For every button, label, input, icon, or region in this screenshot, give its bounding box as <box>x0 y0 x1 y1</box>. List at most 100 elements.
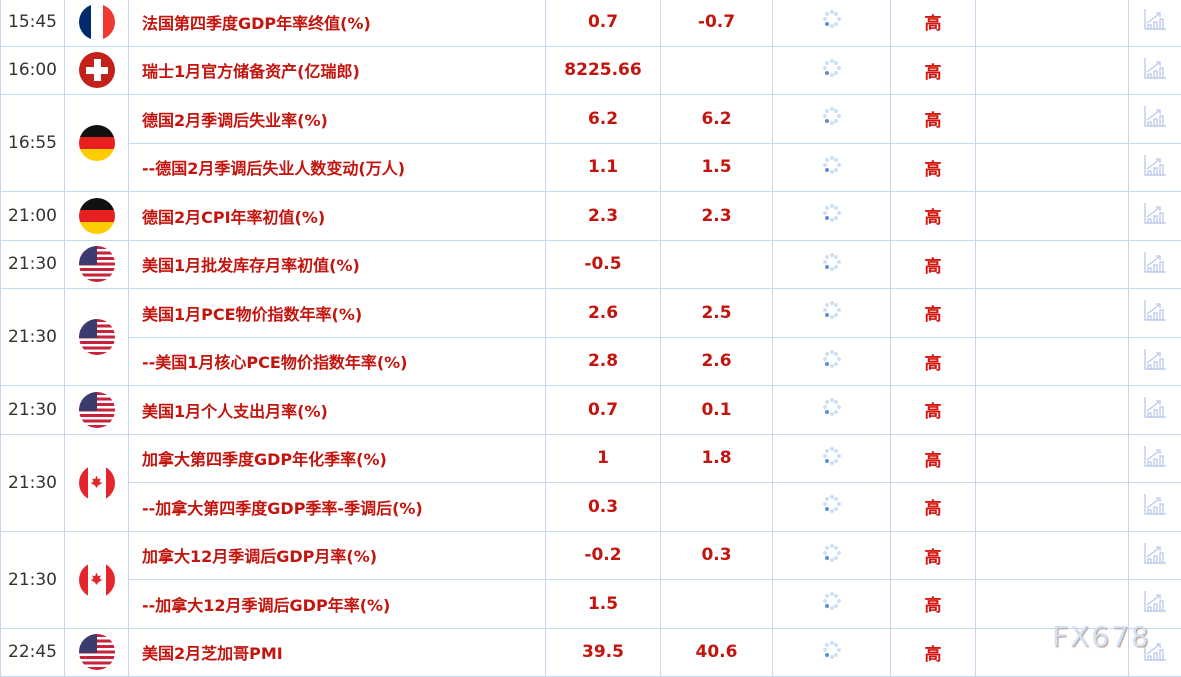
event-name[interactable]: 美国1月批发库存月率初值(%) <box>129 240 546 289</box>
importance: 高 <box>891 483 976 532</box>
chart-button[interactable] <box>1129 95 1181 144</box>
importance: 高 <box>891 434 976 483</box>
importance: 高 <box>891 531 976 580</box>
event-name[interactable]: 美国2月芝加哥PMI <box>129 628 546 677</box>
actual-value: 2.8 <box>546 337 661 386</box>
chart-icon[interactable] <box>1143 348 1167 370</box>
forecast-value <box>661 240 773 289</box>
chart-button[interactable] <box>1129 0 1181 46</box>
loading-icon <box>822 543 842 563</box>
loading-icon <box>822 155 842 175</box>
importance: 高 <box>891 240 976 289</box>
loading-icon <box>822 591 842 611</box>
forecast-value: 1.8 <box>661 434 773 483</box>
chart-button[interactable] <box>1129 386 1181 435</box>
chart-button[interactable] <box>1129 143 1181 192</box>
actual-value: -0.2 <box>546 531 661 580</box>
importance: 高 <box>891 0 976 46</box>
event-name[interactable]: --加拿大第四季度GDP季率-季调后(%) <box>129 483 546 532</box>
loading-icon <box>822 494 842 514</box>
chart-button[interactable] <box>1129 46 1181 95</box>
flag-usa-icon <box>79 319 115 355</box>
event-time: 21:30 <box>1 531 65 628</box>
forecast-value <box>661 580 773 629</box>
chart-button[interactable] <box>1129 337 1181 386</box>
forecast-value: 2.3 <box>661 192 773 241</box>
event-name[interactable]: 美国1月PCE物价指数年率(%) <box>129 289 546 338</box>
actual-value: 1.1 <box>546 143 661 192</box>
chart-icon[interactable] <box>1143 299 1167 321</box>
flag-usa-icon <box>79 634 115 670</box>
importance: 高 <box>891 143 976 192</box>
flag-france-icon <box>79 4 115 40</box>
flag-canada-icon <box>79 465 115 501</box>
chart-icon[interactable] <box>1143 396 1167 418</box>
chart-icon[interactable] <box>1143 57 1167 79</box>
forecast-value <box>661 46 773 95</box>
event-time: 15:45 <box>1 0 65 46</box>
loading-icon <box>822 640 842 660</box>
chart-icon[interactable] <box>1143 542 1167 564</box>
chart-icon[interactable] <box>1143 105 1167 127</box>
flag-germany-icon <box>79 198 115 234</box>
event-name[interactable]: --德国2月季调后失业人数变动(万人) <box>129 143 546 192</box>
chart-icon[interactable] <box>1143 8 1167 30</box>
event-name[interactable]: --美国1月核心PCE物价指数年率(%) <box>129 337 546 386</box>
event-name[interactable]: 加拿大12月季调后GDP月率(%) <box>129 531 546 580</box>
chart-icon[interactable] <box>1143 251 1167 273</box>
event-time: 22:45 <box>1 628 65 677</box>
event-time: 21:30 <box>1 240 65 289</box>
event-name[interactable]: 德国2月季调后失业率(%) <box>129 95 546 144</box>
flag-usa-icon <box>79 392 115 428</box>
event-name[interactable]: 美国1月个人支出月率(%) <box>129 386 546 435</box>
chart-icon[interactable] <box>1143 445 1167 467</box>
importance: 高 <box>891 628 976 677</box>
event-time: 21:30 <box>1 386 65 435</box>
chart-button[interactable] <box>1129 434 1181 483</box>
event-name[interactable]: 瑞士1月官方储备资产(亿瑞郎) <box>129 46 546 95</box>
flag-usa-icon <box>79 246 115 282</box>
actual-value: 1 <box>546 434 661 483</box>
chart-icon[interactable] <box>1143 493 1167 515</box>
chart-icon[interactable] <box>1143 202 1167 224</box>
event-time: 21:30 <box>1 289 65 386</box>
loading-icon <box>822 300 842 320</box>
importance: 高 <box>891 337 976 386</box>
actual-value: 0.7 <box>546 386 661 435</box>
actual-value: 2.3 <box>546 192 661 241</box>
chart-button[interactable] <box>1129 531 1181 580</box>
actual-value: 39.5 <box>546 628 661 677</box>
chart-icon[interactable] <box>1143 590 1167 612</box>
actual-value: 1.5 <box>546 580 661 629</box>
watermark: FX678 <box>1052 620 1151 653</box>
event-name[interactable]: --加拿大12月季调后GDP年率(%) <box>129 580 546 629</box>
loading-icon <box>822 349 842 369</box>
event-name[interactable]: 加拿大第四季度GDP年化季率(%) <box>129 434 546 483</box>
chart-button[interactable] <box>1129 192 1181 241</box>
actual-value: 6.2 <box>546 95 661 144</box>
chart-icon[interactable] <box>1143 154 1167 176</box>
event-time: 16:55 <box>1 95 65 192</box>
event-name[interactable]: 德国2月CPI年率初值(%) <box>129 192 546 241</box>
importance: 高 <box>891 386 976 435</box>
importance: 高 <box>891 192 976 241</box>
importance: 高 <box>891 46 976 95</box>
importance: 高 <box>891 580 976 629</box>
chart-button[interactable] <box>1129 289 1181 338</box>
event-time: 21:00 <box>1 192 65 241</box>
loading-icon <box>822 446 842 466</box>
importance: 高 <box>891 95 976 144</box>
event-name[interactable]: 法国第四季度GDP年率终值(%) <box>129 0 546 46</box>
forecast-value: 1.5 <box>661 143 773 192</box>
forecast-value <box>661 483 773 532</box>
chart-button[interactable] <box>1129 483 1181 532</box>
chart-button[interactable] <box>1129 240 1181 289</box>
